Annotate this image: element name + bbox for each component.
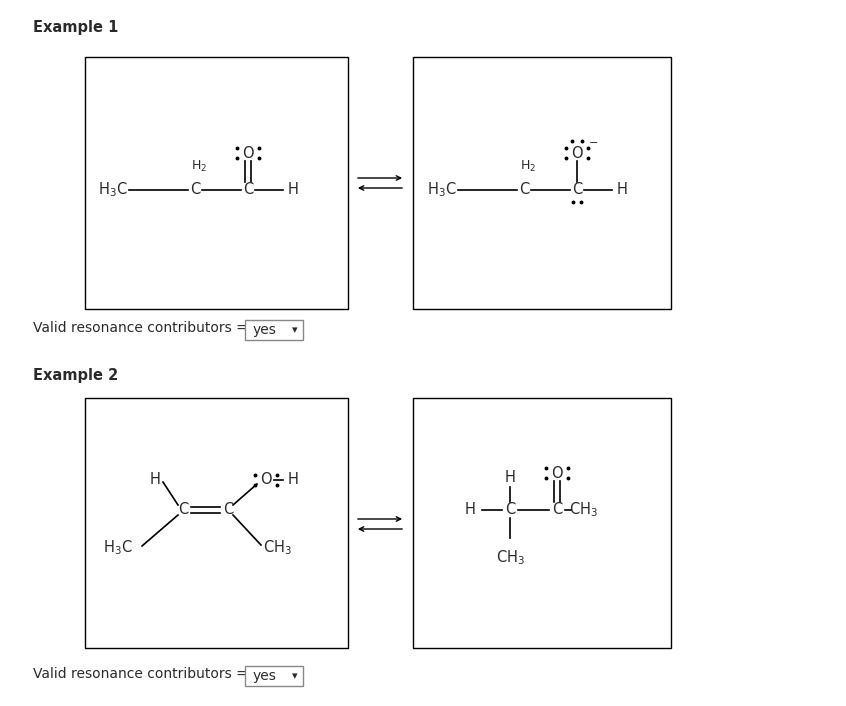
Text: H: H [504, 470, 515, 486]
Text: CH$_3$: CH$_3$ [496, 548, 525, 567]
Text: ▾: ▾ [292, 325, 298, 335]
Bar [85, 57, 348, 309]
Text: C: C [572, 182, 582, 198]
Text: O: O [571, 145, 583, 160]
Text: −: − [589, 138, 598, 148]
Text: Example 2: Example 2 [33, 368, 118, 383]
Text: CH$_3$: CH$_3$ [569, 501, 598, 520]
Text: Valid resonance contributors =: Valid resonance contributors = [33, 321, 252, 335]
Text: yes: yes [253, 323, 277, 337]
Bar [245, 666, 303, 686]
Bar [413, 57, 671, 309]
Text: H: H [288, 472, 299, 488]
Bar [413, 398, 671, 648]
Text: H: H [288, 182, 299, 198]
Text: Valid resonance contributors =: Valid resonance contributors = [33, 667, 252, 681]
Text: Example 1: Example 1 [33, 20, 118, 35]
Text: H$_2$: H$_2$ [191, 159, 207, 174]
Text: C: C [505, 503, 515, 517]
Bar [245, 320, 303, 340]
Text: O: O [242, 145, 254, 160]
Text: C: C [190, 182, 201, 198]
Text: H$_3$C: H$_3$C [98, 181, 128, 199]
Text: C: C [178, 503, 188, 517]
Text: H: H [617, 182, 628, 198]
Text: H$_3$C: H$_3$C [427, 181, 457, 199]
Text: ▾: ▾ [292, 671, 298, 681]
Text: C: C [243, 182, 253, 198]
Text: yes: yes [253, 669, 277, 683]
Text: H: H [464, 503, 475, 517]
Bar [85, 398, 348, 648]
Text: C: C [552, 503, 562, 517]
Text: C: C [519, 182, 529, 198]
Text: H: H [150, 472, 161, 488]
Text: H$_3$C: H$_3$C [103, 539, 133, 557]
Text: O: O [261, 472, 272, 488]
Text: C: C [222, 503, 233, 517]
Text: H$_2$: H$_2$ [520, 159, 536, 174]
Text: O: O [552, 465, 563, 481]
Text: CH$_3$: CH$_3$ [263, 539, 292, 557]
